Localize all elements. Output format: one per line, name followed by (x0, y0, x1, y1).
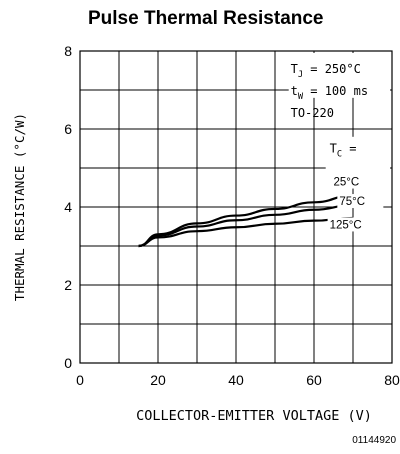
series-label: 25°C (334, 177, 360, 189)
y-tick-label: 2 (64, 277, 72, 293)
series-line-0 (138, 194, 354, 248)
series-label: 125°C (330, 219, 362, 231)
condition-package: TO-220 (291, 106, 334, 120)
plot-frame (79, 50, 393, 364)
series-label: 75°C (339, 196, 365, 208)
figure-id: 01144920 (352, 435, 396, 446)
conditions-box (288, 53, 390, 98)
x-tick-label: 40 (228, 372, 244, 388)
y-axis-label: THERMAL RESISTANCE (°C/W) (12, 113, 27, 301)
axis-ticks: 0 20 40 60 80 0 2 4 6 8 (64, 43, 400, 388)
x-tick-label: 20 (150, 372, 166, 388)
y-tick-label: 4 (64, 199, 72, 215)
series-label-bg (327, 217, 374, 232)
condition-tw: tW = 100 ms (291, 84, 368, 102)
x-tick-label: 60 (306, 372, 322, 388)
grid-lines (80, 51, 392, 363)
annotations: TJ = 250°C tW = 100 ms TO-220 TC = 25°C 75°C 1… (291, 62, 390, 232)
chart-title: Pulse Thermal Resistance (88, 8, 324, 29)
y-tick-label: 8 (64, 43, 72, 59)
series-line-2 (138, 216, 354, 248)
tc-label: TC = (330, 141, 357, 159)
condition-tj: TJ = 250°C (291, 62, 361, 80)
series-label-bg (337, 194, 384, 209)
x-tick-label: 80 (384, 372, 400, 388)
x-tick-label: 0 (76, 372, 84, 388)
series-label-bg (331, 174, 378, 189)
series-layer (138, 194, 354, 248)
series-line-1 (138, 203, 354, 248)
y-tick-label: 6 (64, 121, 72, 137)
x-axis-label: COLLECTOR-EMITTER VOLTAGE (V) (136, 408, 372, 424)
y-tick-label: 0 (64, 355, 72, 371)
